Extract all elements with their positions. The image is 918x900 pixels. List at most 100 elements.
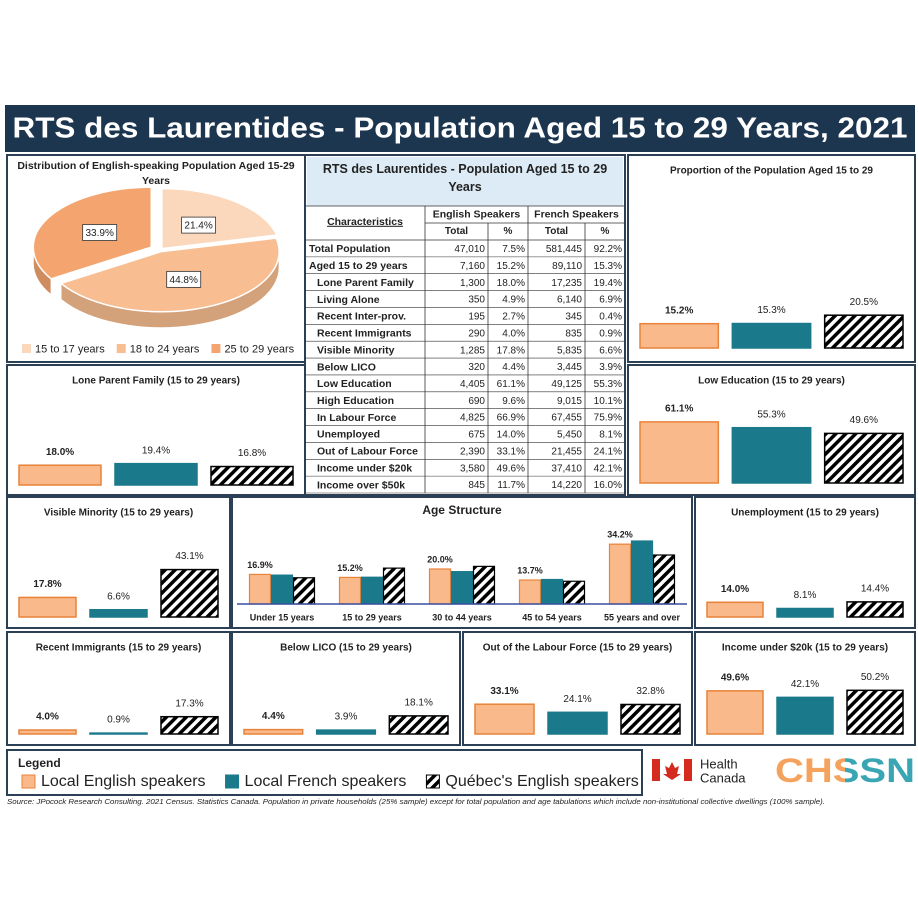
bar [518, 579, 542, 605]
table-cell: 66.9% [497, 413, 525, 424]
bar [450, 571, 474, 605]
table-cell: 3.9% [599, 362, 622, 373]
chart-title: Out of the Labour Force (15 to 29 years) [483, 643, 672, 654]
bar [210, 465, 294, 486]
bar [338, 576, 362, 605]
bar [540, 578, 564, 605]
title-bar [5, 105, 915, 152]
data-label: 15.2% [337, 563, 363, 573]
table-cell: 37,410 [551, 463, 582, 474]
legend-swatch [116, 344, 126, 353]
table-cell: 320 [468, 362, 485, 373]
row-label: Low Education [317, 378, 392, 390]
bar [639, 322, 720, 349]
data-label: 49.6% [721, 672, 749, 683]
chart-title: Age Structure [422, 503, 502, 517]
legend-swatch [225, 774, 240, 789]
table-cell: 8.1% [599, 430, 622, 441]
bar [639, 421, 720, 484]
row-label: Recent Inter-prov. [317, 311, 406, 323]
page-title: RTS des Laurentides - Population Aged 15… [13, 113, 908, 145]
bar [547, 711, 608, 735]
table-cell: 18.0% [497, 278, 525, 289]
data-label: 6.6% [107, 591, 130, 602]
table-cell: 581,445 [546, 244, 583, 255]
table-cell: 2,390 [460, 446, 485, 457]
data-label: 55.3% [757, 409, 785, 420]
data-label: 0.9% [107, 715, 130, 726]
table-cell: 67,455 [551, 413, 582, 424]
table-title: RTS des Laurentides - Population Aged 15… [322, 162, 608, 195]
table-cell: 1,285 [460, 345, 485, 356]
bar [292, 577, 316, 605]
legend-label: Local French speakers [245, 773, 407, 790]
table-cell: 15.2% [497, 261, 525, 272]
pie-slice [161, 187, 278, 250]
bar [652, 554, 676, 605]
table-cell: 0.9% [599, 328, 622, 339]
data-label: 3.9% [335, 712, 358, 723]
chart-title: Distribution of English-speaking Populat… [17, 160, 295, 188]
flag-left [652, 759, 660, 781]
table-cell: 49.6% [497, 463, 525, 474]
table-title-bg [307, 157, 623, 206]
table-cell: 2.7% [502, 312, 525, 323]
bar [160, 715, 219, 735]
table-cell: 3,445 [557, 362, 582, 373]
table-cell: 675 [468, 430, 485, 441]
column-header: English Speakers [433, 208, 521, 220]
table-cell: 4.0% [502, 328, 525, 339]
data-label: 33.9% [85, 228, 113, 239]
data-label: 13.7% [517, 565, 543, 575]
logo-chssn: CHSSN [775, 752, 915, 790]
data-label: 42.1% [791, 679, 819, 690]
data-label: 17.3% [175, 698, 203, 709]
flag-right [684, 759, 692, 781]
column-header: Characteristics [327, 216, 403, 228]
chart-title: Proportion of the Population Aged 15 to … [670, 166, 873, 177]
legend-swatch [22, 344, 31, 353]
table-cell: 9.6% [502, 396, 525, 407]
bar [18, 596, 77, 618]
data-label: 8.1% [794, 590, 817, 601]
table-cell: 55.3% [594, 379, 622, 390]
data-label: 49.6% [850, 415, 878, 426]
table-cell: 5,835 [557, 345, 582, 356]
row-label: Total Population [309, 243, 390, 255]
bar [114, 462, 198, 486]
x-tick-label: 30 to 44 years [432, 612, 492, 622]
table-cell: 0.4% [599, 312, 622, 323]
table-cell: 195 [468, 312, 485, 323]
table-cell: 19.4% [594, 278, 622, 289]
legend-swatch [21, 774, 36, 789]
logo-text: Canada [700, 770, 746, 785]
table-cell: 21,455 [551, 446, 582, 457]
x-tick-label: 55 years and over [604, 612, 681, 622]
sub-header: % [504, 226, 513, 237]
row-label: Aged 15 to 29 years [309, 260, 408, 272]
table-cell: 1,300 [460, 278, 485, 289]
legend-title: Legend [18, 756, 61, 770]
data-label: 24.1% [563, 694, 591, 705]
data-label: 14.4% [861, 584, 889, 595]
legend-label: Local English speakers [41, 773, 206, 790]
bar [243, 728, 304, 735]
table-cell: 75.9% [594, 413, 622, 424]
bar [562, 580, 586, 605]
data-label: 17.8% [33, 579, 61, 590]
table-cell: 4,825 [460, 413, 485, 424]
legend-swatch [425, 774, 440, 789]
bar [823, 432, 904, 484]
bar [472, 565, 496, 605]
row-label: Out of Labour Force [317, 446, 418, 458]
row-label: High Education [317, 395, 394, 407]
table-cell: 16.0% [594, 480, 622, 491]
bar [89, 732, 148, 735]
data-label: 33.1% [490, 686, 518, 697]
bar [360, 576, 384, 605]
source-note: Source: JPocock Research Consulting. 202… [7, 799, 825, 806]
legend-label: Québec's English speakers [445, 773, 638, 790]
data-label: 32.8% [636, 686, 664, 697]
